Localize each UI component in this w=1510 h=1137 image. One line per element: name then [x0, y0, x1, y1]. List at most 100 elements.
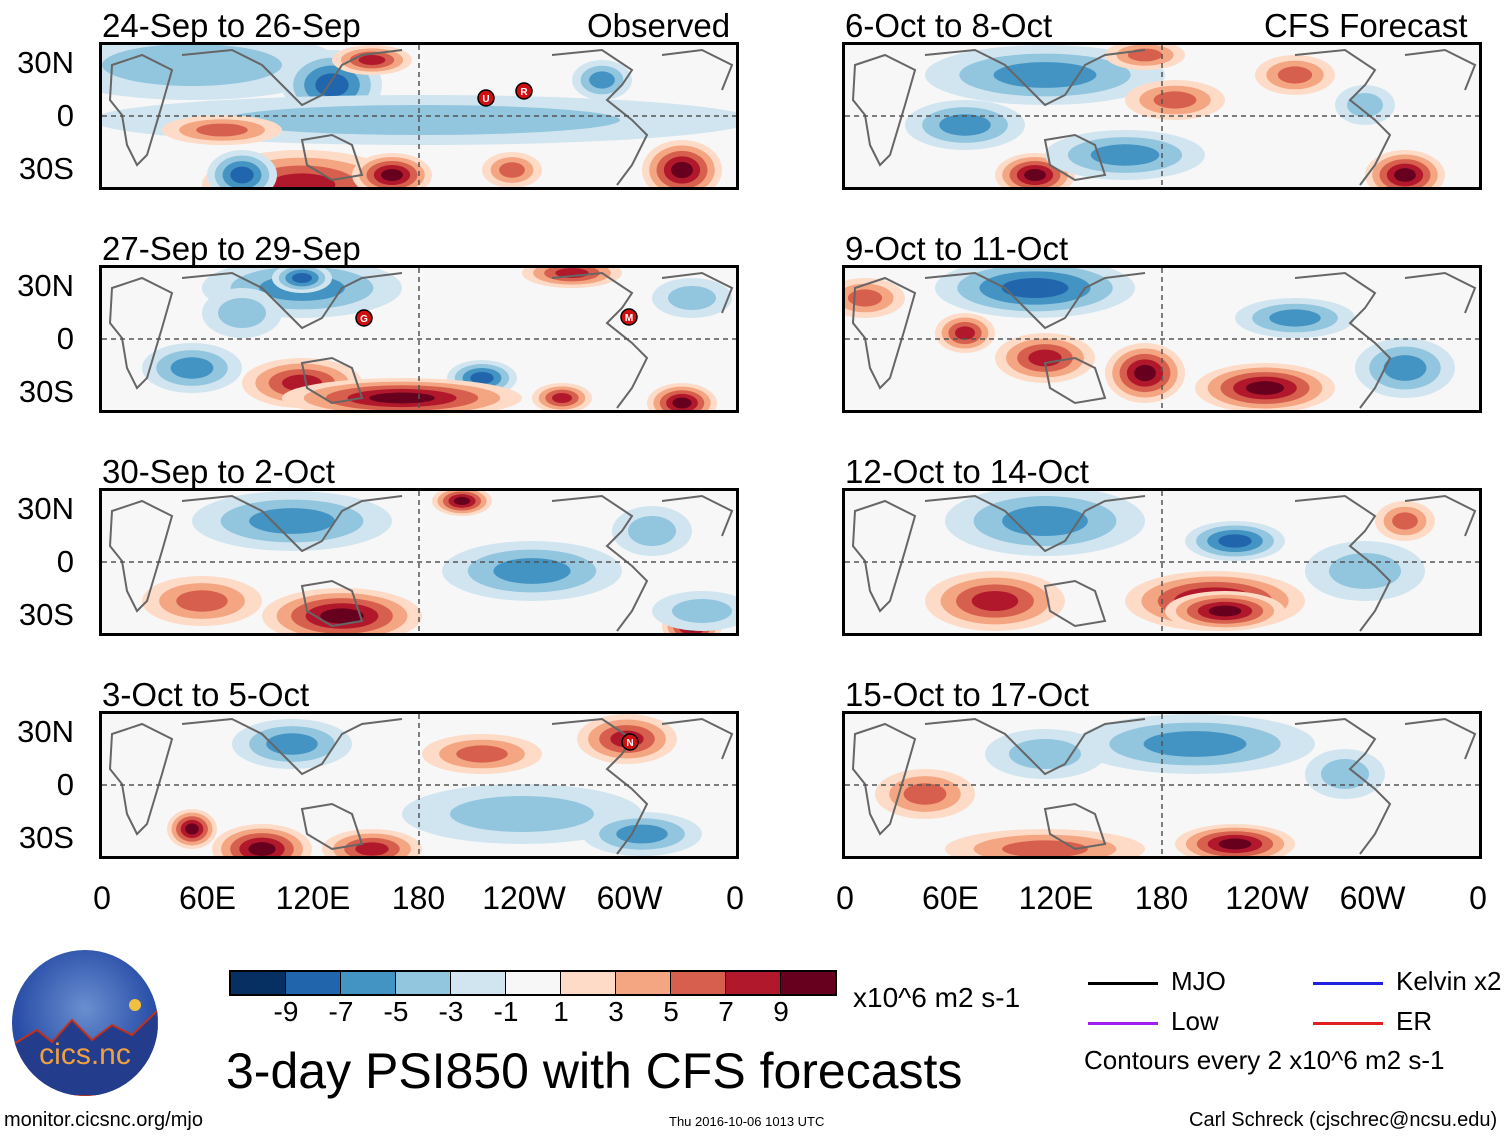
colorbar-tick: 3: [608, 996, 624, 1027]
lon-label: 60W: [596, 880, 663, 916]
psi-contour-fill: [249, 508, 335, 534]
psi-contour-fill: [1218, 838, 1252, 850]
lat-label: 0: [56, 321, 74, 356]
psi-contour-fill: [453, 496, 471, 506]
coastline: [661, 717, 734, 760]
coastline: [1404, 48, 1477, 91]
psi-contour-fill: [266, 733, 318, 755]
colorbar-tick: 9: [773, 996, 789, 1027]
psi-contour-fill: [1218, 534, 1252, 548]
panel-title: 12-Oct to 14-Oct: [845, 453, 1089, 490]
coastline: [1043, 579, 1107, 628]
coastline: [661, 48, 734, 91]
coastline: [551, 494, 649, 632]
coastline: [1404, 494, 1477, 537]
lat-label: 30S: [18, 374, 74, 409]
colorbar-swatch: [671, 972, 726, 994]
lat-label: 30N: [17, 491, 74, 526]
psi-contour-fill: [616, 824, 668, 844]
legend-line: [1313, 1022, 1383, 1025]
psi-contour-fill: [499, 162, 525, 178]
coastline: [851, 722, 917, 836]
psi-contour-fill: [196, 123, 248, 137]
lat-label: 30N: [17, 45, 74, 80]
map-panel-forecast-3: [842, 488, 1482, 636]
cics-logo: cics.nc: [12, 950, 158, 1096]
map-panel-forecast-4: [842, 711, 1482, 859]
tropical-cyclone-icon: R: [515, 82, 533, 100]
colorbar-swatch: [616, 972, 671, 994]
coastline: [551, 271, 649, 409]
psi-contour-fill: [1383, 355, 1427, 381]
tropical-cyclone-icon: U: [477, 89, 495, 107]
coastline: [661, 271, 734, 314]
coastline: [300, 802, 364, 851]
legend-label: Low: [1171, 1006, 1219, 1036]
lon-label: 0: [93, 880, 111, 916]
coastline: [181, 717, 403, 776]
psi-contour-fill: [1269, 309, 1321, 327]
psi-contour-fill: [1009, 739, 1081, 769]
lon-label: 0: [1469, 880, 1487, 916]
legend-label: Kelvin x2: [1396, 966, 1502, 996]
psi-contour-fill: [903, 783, 947, 805]
coastline: [300, 356, 364, 405]
colorbar-tick: -5: [383, 996, 409, 1027]
lon-label: 120W: [482, 880, 566, 916]
lon-label: 0: [726, 880, 744, 916]
footer-timestamp: Thu 2016-10-06 1013 UTC: [669, 1114, 825, 1129]
psi-contour-fill: [355, 842, 389, 856]
coastline: [924, 717, 1146, 776]
legend-label: ER: [1396, 1006, 1433, 1036]
map-panel-forecast-1: [842, 42, 1482, 190]
psi-contour-fill: [218, 298, 266, 328]
coastline: [924, 271, 1146, 330]
map-panel-observed-3: [99, 488, 739, 636]
lat-label: 0: [56, 767, 74, 802]
psi-contour-fill: [1277, 66, 1313, 84]
colorbar-tick: -3: [438, 996, 464, 1027]
coastline: [661, 494, 734, 537]
lat-label: 30N: [17, 714, 74, 749]
coastline: [551, 717, 649, 855]
lon-label: 0: [836, 880, 854, 916]
psi-contour-fill: [292, 273, 312, 283]
psi-contour-fill: [1001, 278, 1069, 298]
colorbar-swatch: [396, 972, 451, 994]
coastline: [1294, 271, 1392, 409]
legend-line: [1088, 1022, 1158, 1025]
legend-line: [1313, 982, 1383, 985]
psi-contour-fill: [589, 71, 615, 89]
psi-contour-fill: [358, 55, 386, 65]
storm-label: N: [626, 738, 633, 749]
psi-contour-fill: [955, 326, 975, 340]
psi-contour-fill: [185, 823, 199, 835]
observed-label: Observed: [587, 7, 731, 44]
coastline: [851, 276, 917, 390]
footer-url[interactable]: monitor.cicsnc.org/mjo: [4, 1109, 203, 1131]
colorbar-swatch: [231, 972, 286, 994]
psi-contour-fill: [628, 516, 676, 546]
colorbar-tick: -7: [328, 996, 354, 1027]
psi-contour-fill: [176, 590, 228, 612]
lon-label: 180: [1134, 880, 1189, 916]
psi-contour-fill: [668, 286, 716, 310]
psi-contour-fill: [230, 166, 254, 184]
storm-label: M: [625, 313, 633, 324]
lon-label: 60E: [922, 880, 979, 916]
coastline: [300, 133, 364, 182]
colorbar-swatch: [286, 972, 341, 994]
coastline: [181, 271, 403, 330]
storm-label: G: [360, 314, 368, 325]
coastline: [108, 53, 174, 167]
panel-title: 15-Oct to 17-Oct: [845, 676, 1089, 713]
lat-label: 30S: [18, 151, 74, 186]
storm-label: U: [482, 94, 489, 105]
coastline: [108, 276, 174, 390]
map-panel-forecast-2: [842, 265, 1482, 413]
psi-contour-fill: [1153, 91, 1197, 109]
colorbar-swatch: [506, 972, 561, 994]
colorbar-swatch: [451, 972, 506, 994]
lon-label: 120W: [1225, 880, 1309, 916]
lon-label: 60W: [1339, 880, 1406, 916]
